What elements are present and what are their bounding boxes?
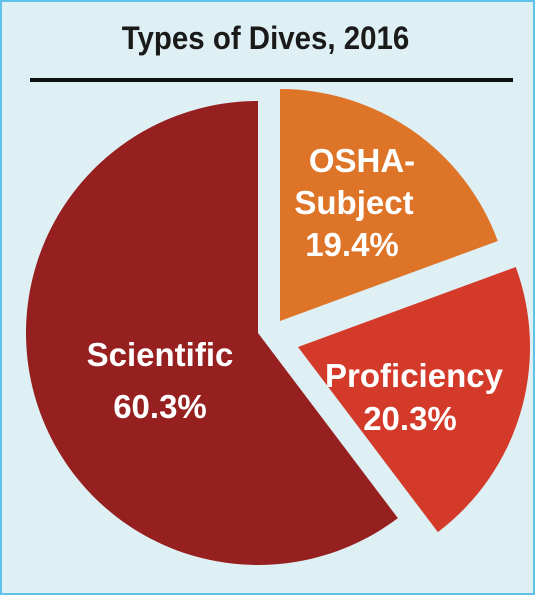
slice-label-osha-line1: OSHA- — [309, 142, 415, 179]
slice-label-scientific: Scientific — [87, 336, 234, 373]
slice-value-osha-subject: 19.4% — [305, 226, 399, 263]
slice-osha-subject — [280, 89, 498, 321]
slice-label-osha-line2: Subject — [294, 184, 413, 221]
slice-scientific — [25, 101, 398, 565]
slice-value-scientific: 60.3% — [113, 388, 207, 425]
slice-value-proficiency: 20.3% — [363, 400, 457, 437]
slice-proficiency — [298, 267, 530, 533]
slice-label-proficiency: Proficiency — [325, 357, 504, 394]
title-divider — [30, 78, 513, 82]
chart-title: Types of Dives, 2016 — [121, 20, 410, 56]
